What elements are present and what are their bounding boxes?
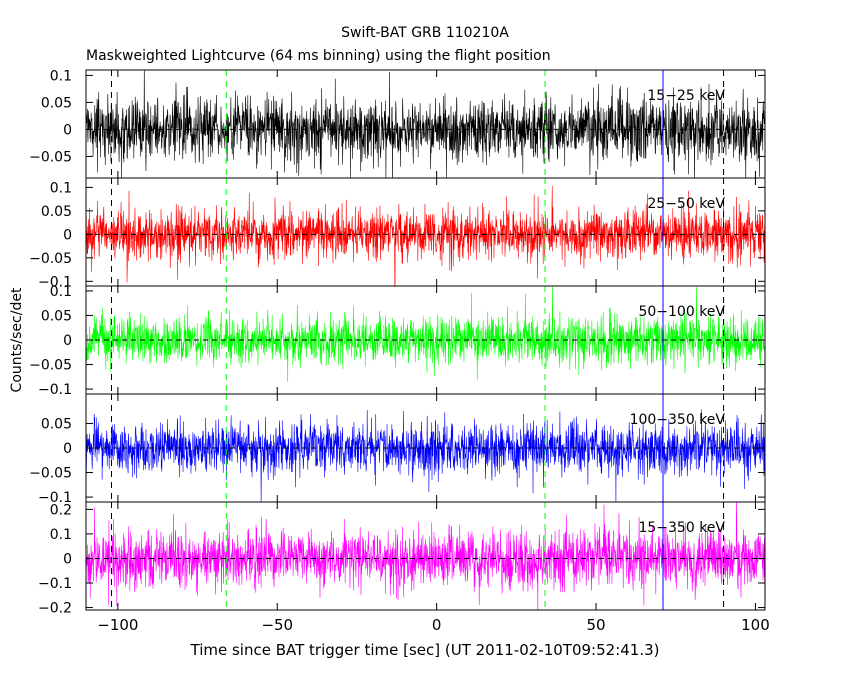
x-tick-label: −100 [97,616,138,634]
y-tick-label: −0.2 [38,601,72,617]
series-line [86,286,765,382]
y-tick-label: 0 [63,441,72,457]
y-tick-label: 0.1 [50,68,72,84]
series-line [86,185,765,286]
y-tick-label: −0.1 [38,274,72,290]
series-line [86,70,765,178]
x-axis-label: Time since BAT trigger time [sec] (UT 20… [190,641,660,659]
series-label: 50−100 keV [638,304,725,320]
y-tick-label: −0.05 [29,251,72,267]
y-tick-label: 0.2 [50,502,72,518]
y-tick-label: 0.05 [41,204,72,220]
y-tick-label: 0 [63,122,72,138]
y-tick-label: −0.1 [38,576,72,592]
x-tick-label: −50 [261,616,293,634]
y-tick-label: −0.1 [38,490,72,506]
y-tick-label: 0.1 [50,180,72,196]
y-tick-label: 0 [63,227,72,243]
y-tick-label: 0.05 [41,416,72,432]
y-tick-label: 0 [63,333,72,349]
x-tick-label: 50 [587,616,606,634]
series-line [86,409,765,502]
series-label: 25−50 keV [647,196,725,212]
series-label: 100−350 keV [630,412,726,428]
y-tick-label: 0.1 [50,527,72,543]
y-tick-label: 0.05 [41,95,72,111]
y-tick-label: 0.1 [50,284,72,300]
series-label: 15−25 keV [647,88,725,104]
y-tick-label: −0.05 [29,358,72,374]
series-label: 15−350 keV [638,520,725,536]
x-tick-label: 100 [741,616,770,634]
y-tick-label: 0.05 [41,308,72,324]
chart-subtitle: Maskweighted Lightcurve (64 ms binning) … [86,48,551,64]
y-tick-label: −0.05 [29,149,72,165]
panels-group: −0.05 0 0.05 0.1 15−25 keV −0.1 −0.05 0 0.05 0.1 2… [29,68,770,634]
panel-frame [85,501,766,611]
chart-title: Swift-BAT GRB 110210A [341,25,509,41]
y-tick-label: −0.1 [38,382,72,398]
x-tick-label: 0 [432,616,442,634]
y-tick-label: −0.05 [29,466,72,482]
y-axis-label: Counts/sec/det [9,287,25,392]
series-line [86,502,765,610]
y-tick-label: 0 [63,551,72,567]
